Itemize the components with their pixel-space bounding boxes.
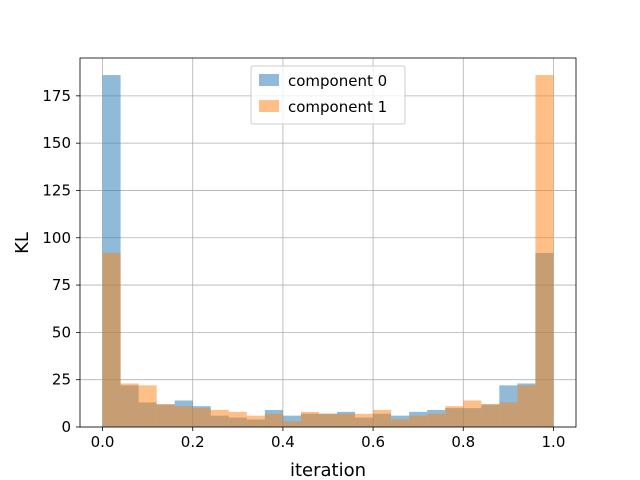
bar-series-1-bin-18 <box>427 413 446 427</box>
bar-series-1-bin-20 <box>463 400 482 427</box>
x-tick-label-2: 0.4 <box>271 433 295 451</box>
bar-series-1-bin-11 <box>300 411 319 427</box>
y-tick-label-1: 25 <box>52 371 71 389</box>
bar-series-1-bin-15 <box>373 409 392 427</box>
x-tick-label-3: 0.6 <box>361 433 385 451</box>
bar-series-1-bin-23 <box>517 385 536 427</box>
bar-series-1-bin-2 <box>138 385 157 427</box>
y-tick-label-2: 50 <box>52 323 71 341</box>
bar-series-1-bin-19 <box>445 406 464 427</box>
x-tick-label-0: 0.0 <box>91 433 115 451</box>
y-tick-label-0: 0 <box>61 418 71 436</box>
bar-series-1-bin-22 <box>499 402 518 427</box>
bar-series-1-bin-4 <box>174 406 193 427</box>
x-tick-label-5: 1.0 <box>542 433 566 451</box>
bar-series-0-bin-10 <box>282 415 301 427</box>
bar-series-1-bin-14 <box>355 413 374 427</box>
bar-series-1-bin-5 <box>192 408 211 427</box>
x-tick-label-4: 0.8 <box>451 433 475 451</box>
bar-series-1-bin-0 <box>102 252 121 427</box>
bar-series-1-bin-6 <box>210 409 229 427</box>
y-tick-label-6: 150 <box>42 134 71 152</box>
bar-series-1-bin-9 <box>264 413 283 427</box>
legend-swatch-0 <box>259 74 279 86</box>
legend-label-1: component 1 <box>288 98 387 116</box>
bar-series-1-bin-12 <box>318 413 338 427</box>
y-tick-label-7: 175 <box>42 87 71 105</box>
y-axis-label: KL <box>12 232 33 254</box>
bar-series-1-bin-1 <box>120 383 139 427</box>
x-tick-label-1: 0.2 <box>181 433 205 451</box>
bar-series-1-bin-24 <box>535 75 554 428</box>
legend: component 0 component 1 <box>250 65 406 125</box>
bar-series-1-bin-13 <box>337 413 356 427</box>
plot-frame <box>79 57 577 428</box>
x-axis-label: iteration <box>290 460 366 480</box>
legend-label-0: component 0 <box>288 72 387 90</box>
bar-series-1-bin-8 <box>246 415 265 427</box>
legend-swatch-1 <box>259 100 279 112</box>
y-tick-label-5: 125 <box>42 181 71 199</box>
bar-series-1-bin-3 <box>156 404 175 427</box>
axes: 0.0 0.2 0.4 0.6 0.8 1.0 0 25 50 75 100 125 150 175 <box>42 57 577 451</box>
bar-series-1-bin-17 <box>409 415 428 427</box>
y-tick-label-4: 100 <box>42 229 71 247</box>
y-tick-label-3: 75 <box>52 276 71 294</box>
bar-series-1-bin-10 <box>282 421 301 427</box>
bar-series-1-bin-16 <box>391 419 410 427</box>
bars <box>102 75 554 428</box>
bar-series-1-bin-21 <box>481 404 500 427</box>
bar-series-1-bin-7 <box>228 411 247 427</box>
legend-box <box>250 65 406 125</box>
